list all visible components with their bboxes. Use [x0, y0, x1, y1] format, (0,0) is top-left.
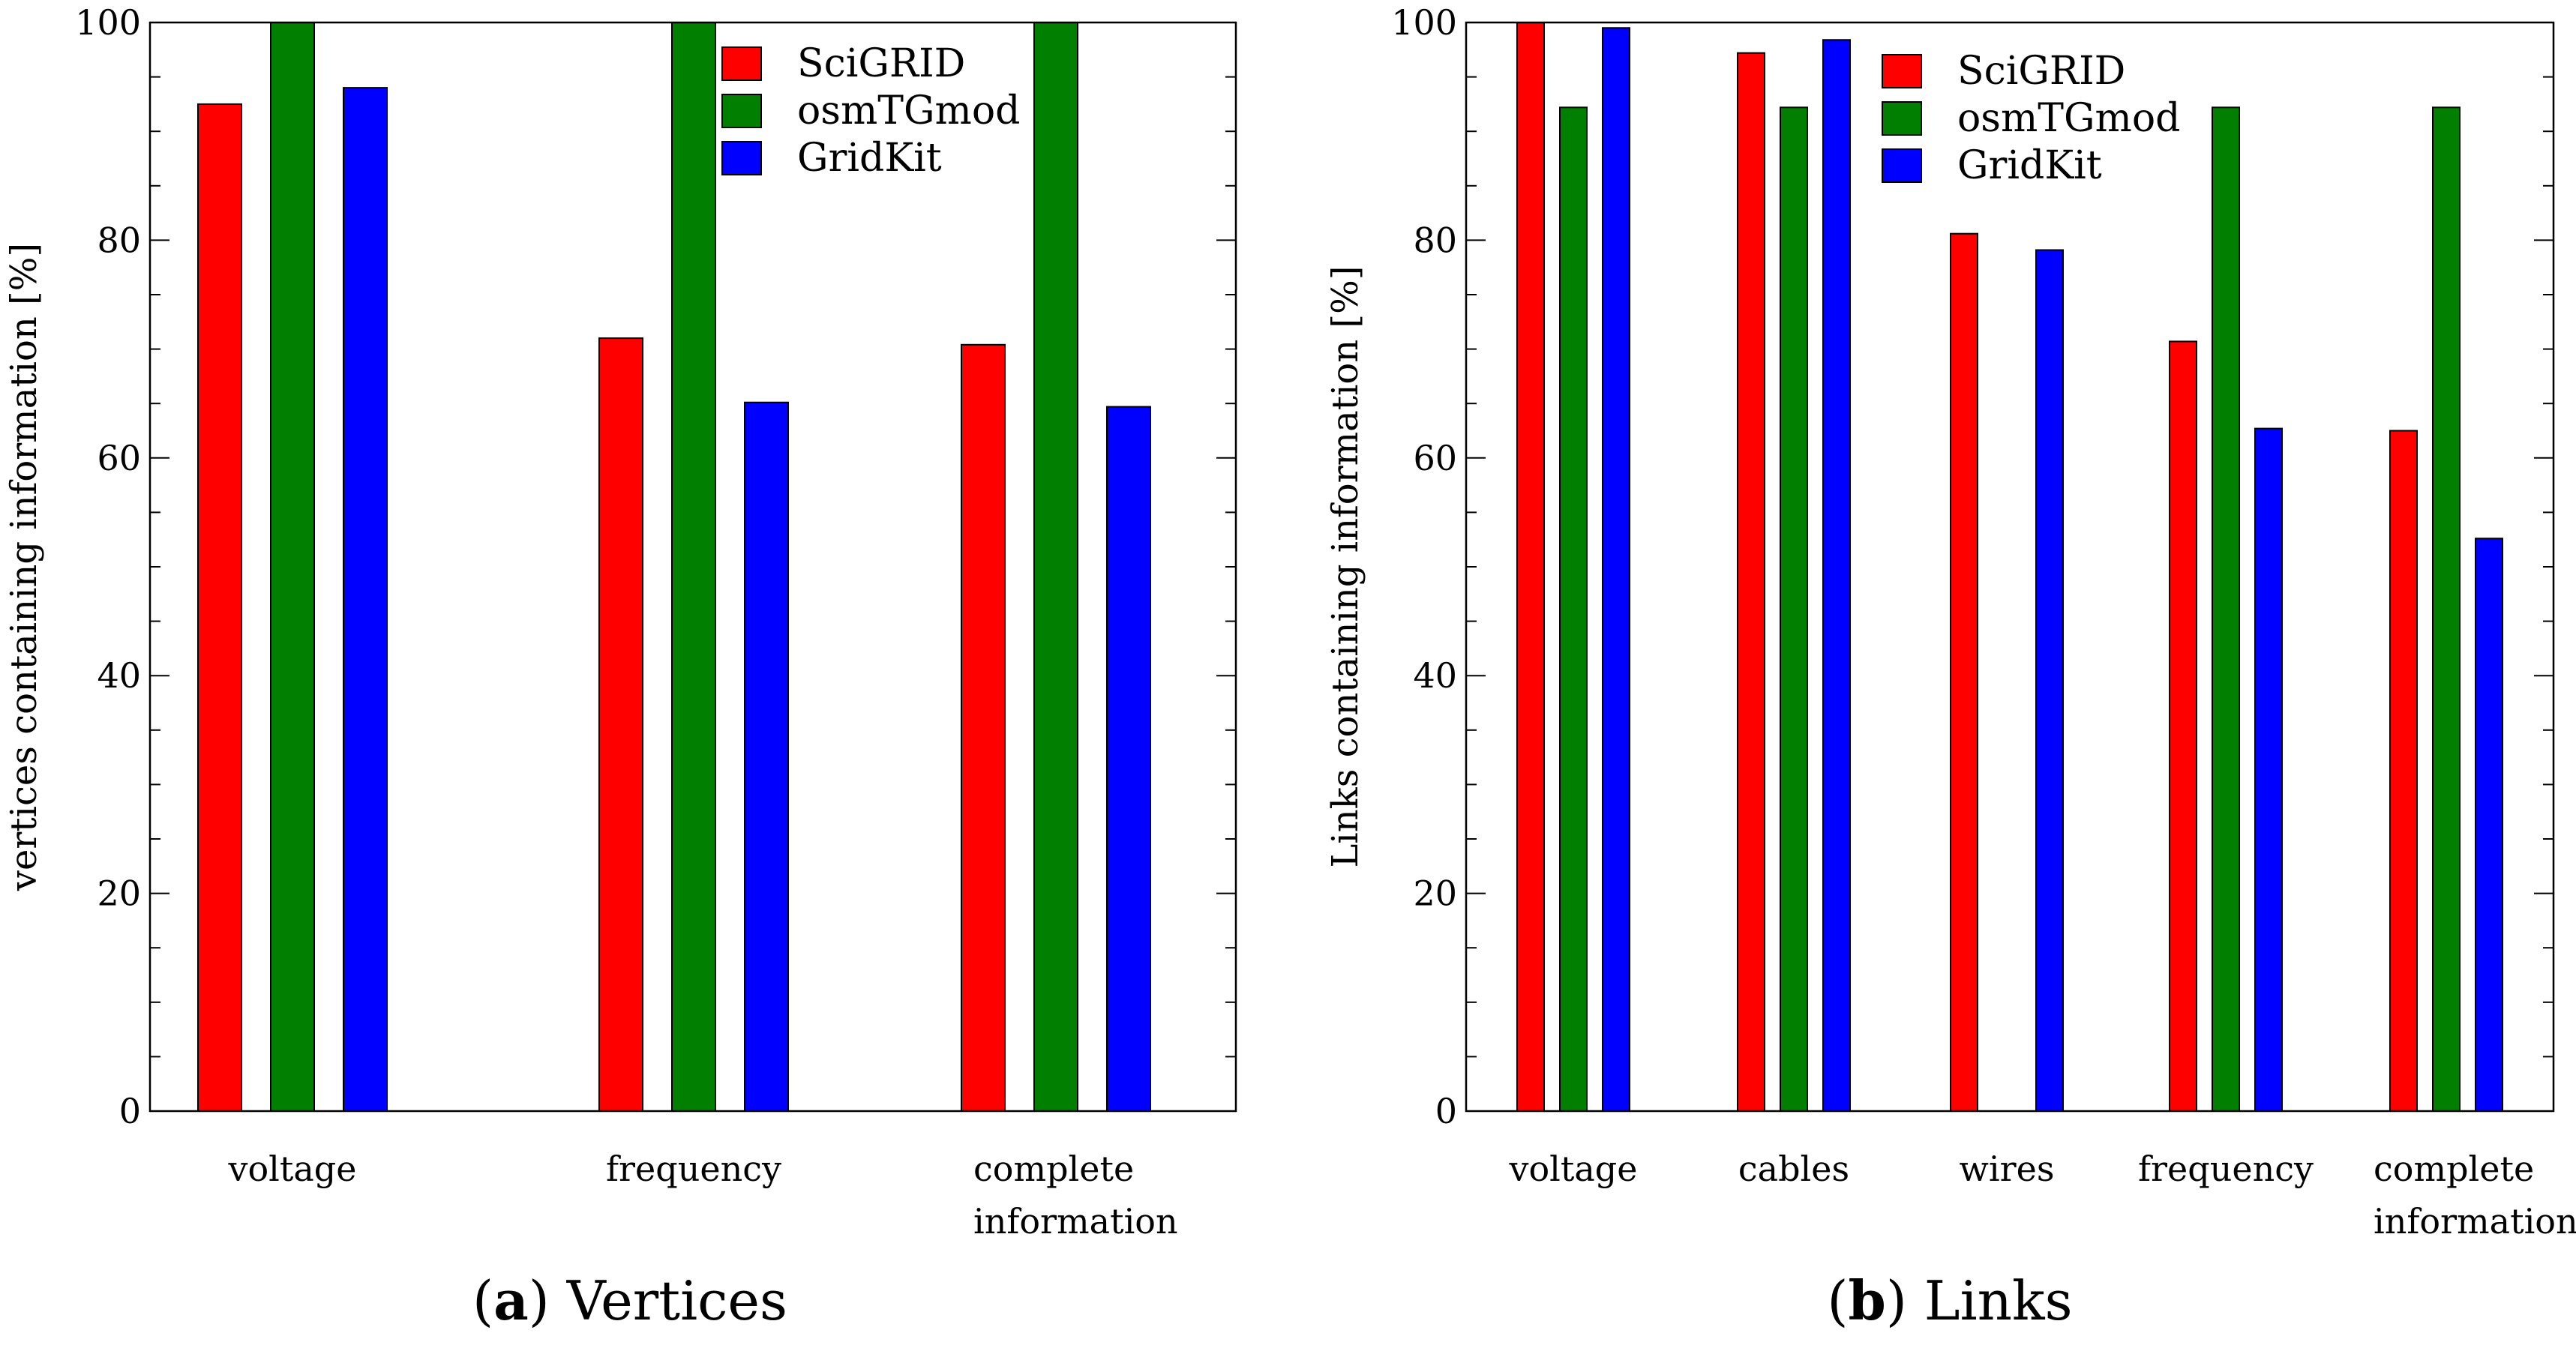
y-tick-label: 40: [97, 655, 141, 696]
bar: [1737, 52, 1765, 1112]
legend-label: GridKit: [1957, 143, 2102, 188]
category-label: complete: [973, 1149, 1134, 1189]
bar: [744, 401, 789, 1112]
y-axis-title: Links containing information [%]: [1324, 265, 1366, 867]
bar: [1822, 39, 1851, 1112]
legend-swatch: [721, 46, 762, 81]
bar: [197, 103, 242, 1112]
category-label: frequency: [606, 1149, 781, 1189]
chart-links: 0 20 40 60 80 100 voltage cables wires frequency c…: [1324, 2, 2576, 1332]
bar: [598, 337, 643, 1113]
y-tick-label: 80: [1413, 220, 1457, 260]
bar: [1559, 106, 1588, 1113]
legend-label: osmTGmod: [1957, 96, 2180, 141]
y-tick-label: 60: [97, 438, 141, 478]
legend-label: SciGRID: [797, 41, 965, 86]
bar: [1033, 22, 1078, 1112]
legend-swatch: [1882, 54, 1922, 88]
category-label: wires: [1960, 1149, 2055, 1189]
y-tick-label: 20: [1413, 873, 1457, 914]
bar: [2389, 430, 2418, 1112]
category-label: voltage: [1509, 1149, 1638, 1189]
y-tick-label: 40: [1413, 655, 1457, 696]
bar: [2212, 106, 2240, 1113]
category-label: voltage: [228, 1149, 357, 1189]
y-tick-label: 100: [1391, 2, 1457, 43]
y-tick-label: 0: [1435, 1091, 1457, 1131]
bar: [1950, 232, 1978, 1112]
bar: [961, 343, 1006, 1112]
bar: [1602, 27, 1630, 1112]
y-tick-label: 100: [75, 2, 141, 43]
y-tick-label: 20: [97, 873, 141, 914]
legend-swatch: [1882, 148, 1922, 183]
bar: [2432, 106, 2461, 1113]
legend-label: osmTGmod: [797, 88, 1020, 133]
bar: [1106, 406, 1151, 1112]
bar: [671, 22, 716, 1112]
bar: [2475, 538, 2503, 1112]
caption: (b) Links: [1827, 1269, 2072, 1332]
category-label: complete: [2374, 1149, 2534, 1189]
bar: [2254, 427, 2283, 1112]
y-tick-label: 0: [119, 1091, 141, 1131]
chart-vertices: 0 20 40 60 80 100 voltage frequency complete info…: [3, 2, 1237, 1332]
legend-label: SciGRID: [1957, 49, 2125, 94]
category-label: information: [973, 1201, 1178, 1242]
y-tick-label: 80: [97, 220, 141, 260]
category-label: frequency: [2138, 1149, 2314, 1189]
bar: [2169, 340, 2197, 1112]
bar: [1780, 106, 1808, 1113]
legend-swatch: [1882, 101, 1922, 136]
caption: (a) Vertices: [472, 1269, 787, 1332]
bar: [2035, 249, 2064, 1112]
y-tick-label: 60: [1413, 438, 1457, 478]
category-label: information: [2374, 1201, 2576, 1242]
bar: [270, 22, 315, 1112]
y-axis-title: vertices containing information [%]: [3, 243, 45, 891]
bar: [1516, 22, 1545, 1112]
legend-swatch: [721, 141, 762, 175]
bar: [343, 87, 388, 1113]
legend-swatch: [721, 94, 762, 128]
category-label: cables: [1738, 1149, 1849, 1189]
legend-label: GridKit: [797, 136, 942, 181]
